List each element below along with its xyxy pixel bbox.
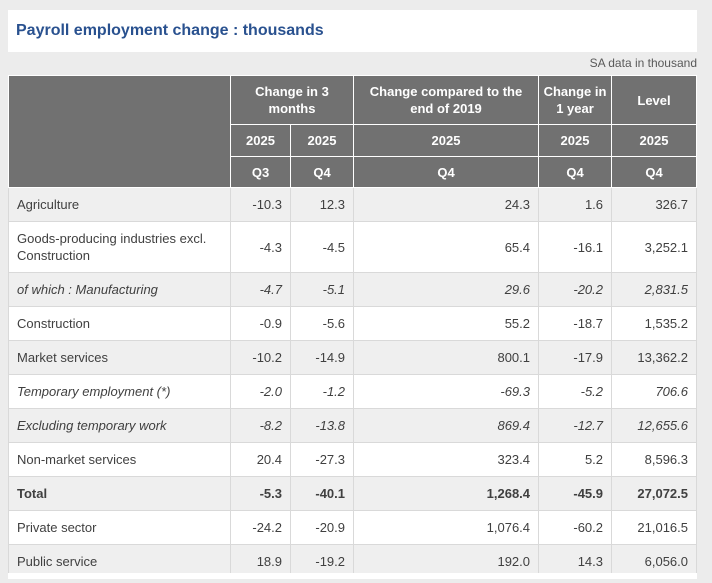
value-cell: -8.2: [230, 408, 291, 443]
value-cell: 3,252.1: [611, 221, 697, 273]
table-row: Market services -10.2 -14.9 800.1 -17.9 …: [8, 340, 697, 375]
value-cell: 13,362.2: [611, 340, 697, 375]
year-cell: 2025: [611, 124, 697, 157]
row-label: Agriculture: [8, 187, 231, 222]
value-cell: 800.1: [353, 340, 540, 375]
value-cell: -20.2: [538, 272, 613, 307]
table-row: Temporary employment (*) -2.0 -1.2 -69.3…: [8, 374, 697, 409]
value-cell: 706.6: [611, 374, 697, 409]
value-cell: 27,072.5: [611, 476, 697, 511]
year-cell: 2025: [289, 124, 355, 157]
value-cell: -0.9: [230, 306, 291, 341]
value-cell: -5.3: [230, 476, 291, 511]
col-group-level: Level: [611, 75, 697, 125]
quarter-cell: Q3: [230, 156, 291, 188]
value-cell: -10.2: [230, 340, 291, 375]
col-group-change-vs-2019: Change compared to the end of 2019: [353, 75, 540, 125]
value-cell: 1.6: [538, 187, 613, 222]
value-cell: 20.4: [230, 442, 291, 477]
col-group-change-1-year: Change in 1 year: [538, 75, 613, 125]
value-cell: -4.7: [230, 272, 291, 307]
value-cell: 323.4: [353, 442, 540, 477]
value-cell: -16.1: [538, 221, 613, 273]
header-group-row: Change in 3 months Change compared to th…: [8, 75, 697, 188]
value-cell: -13.8: [289, 408, 355, 443]
value-cell: 8,596.3: [611, 442, 697, 477]
table-row-total: Total -5.3 -40.1 1,268.4 -45.9 27,072.5: [8, 476, 697, 511]
row-label: Total: [8, 476, 231, 511]
table-bottom-strip: [8, 573, 697, 579]
year-cell: 2025: [538, 124, 613, 157]
value-cell: 21,016.5: [611, 510, 697, 545]
value-cell: -24.2: [230, 510, 291, 545]
payroll-table: Change in 3 months Change compared to th…: [8, 75, 697, 579]
row-label: Non-market services: [8, 442, 231, 477]
row-label: Market services: [8, 340, 231, 375]
value-cell: 1,535.2: [611, 306, 697, 341]
value-cell: 2,831.5: [611, 272, 697, 307]
value-cell: -4.3: [230, 221, 291, 273]
value-cell: -1.2: [289, 374, 355, 409]
value-cell: -69.3: [353, 374, 540, 409]
header-year-row: 2025 2025 2025 2025 2025: [9, 124, 697, 157]
row-label: Private sector: [8, 510, 231, 545]
value-cell: 5.2: [538, 442, 613, 477]
row-label: Construction: [8, 306, 231, 341]
value-cell: -20.9: [289, 510, 355, 545]
corner-cell: [8, 75, 231, 188]
value-cell: -2.0: [230, 374, 291, 409]
value-cell: 869.4: [353, 408, 540, 443]
value-cell: -4.5: [289, 221, 355, 273]
value-cell: -18.7: [538, 306, 613, 341]
row-label: Temporary employment (*): [8, 374, 231, 409]
year-cell: 2025: [230, 124, 291, 157]
quarter-cell: Q4: [611, 156, 697, 188]
table-body: Agriculture -10.3 12.3 24.3 1.6 326.7 Go…: [8, 187, 697, 579]
value-cell: -5.6: [289, 306, 355, 341]
value-cell: 14.3: [538, 544, 613, 579]
value-cell: 55.2: [353, 306, 540, 341]
title-band: Payroll employment change : thousands: [8, 10, 697, 52]
value-cell: -27.3: [289, 442, 355, 477]
row-label: of which : Manufacturing: [8, 272, 231, 307]
header-quarter-row: Q3 Q4 Q4 Q4 Q4: [9, 156, 697, 188]
table-row: Goods-producing industries excl. Constru…: [8, 221, 697, 273]
quarter-cell: Q4: [289, 156, 355, 188]
value-cell: -12.7: [538, 408, 613, 443]
value-cell: -14.9: [289, 340, 355, 375]
table-row: Private sector -24.2 -20.9 1,076.4 -60.2…: [8, 510, 697, 545]
page-title: Payroll employment change : thousands: [16, 22, 324, 39]
value-cell: 65.4: [353, 221, 540, 273]
table-row: Agriculture -10.3 12.3 24.3 1.6 326.7: [8, 187, 697, 222]
sa-unit-note: SA data in thousand: [589, 56, 697, 70]
value-cell: 326.7: [611, 187, 697, 222]
row-label: Goods-producing industries excl. Constru…: [8, 221, 231, 273]
value-cell: 12,655.6: [611, 408, 697, 443]
row-label: Excluding temporary work: [8, 408, 231, 443]
quarter-cell: Q4: [353, 156, 540, 188]
col-group-change-3-months: Change in 3 months: [229, 75, 355, 125]
value-cell: -17.9: [538, 340, 613, 375]
table-header: Change in 3 months Change compared to th…: [8, 75, 697, 188]
value-cell: 1,076.4: [353, 510, 540, 545]
value-cell: -45.9: [538, 476, 613, 511]
value-cell: -40.1: [289, 476, 355, 511]
value-cell: 29.6: [353, 272, 540, 307]
table-row: Excluding temporary work -8.2 -13.8 869.…: [8, 408, 697, 443]
table-row: Non-market services 20.4 -27.3 323.4 5.2…: [8, 442, 697, 477]
value-cell: -5.2: [538, 374, 613, 409]
value-cell: -60.2: [538, 510, 613, 545]
value-cell: -5.1: [289, 272, 355, 307]
table-row: of which : Manufacturing -4.7 -5.1 29.6 …: [8, 272, 697, 307]
value-cell: -10.3: [230, 187, 291, 222]
year-cell: 2025: [353, 124, 540, 157]
table-row: Construction -0.9 -5.6 55.2 -18.7 1,535.…: [8, 306, 697, 341]
value-cell: 1,268.4: [353, 476, 540, 511]
quarter-cell: Q4: [538, 156, 613, 188]
value-cell: 24.3: [353, 187, 540, 222]
value-cell: 12.3: [289, 187, 355, 222]
